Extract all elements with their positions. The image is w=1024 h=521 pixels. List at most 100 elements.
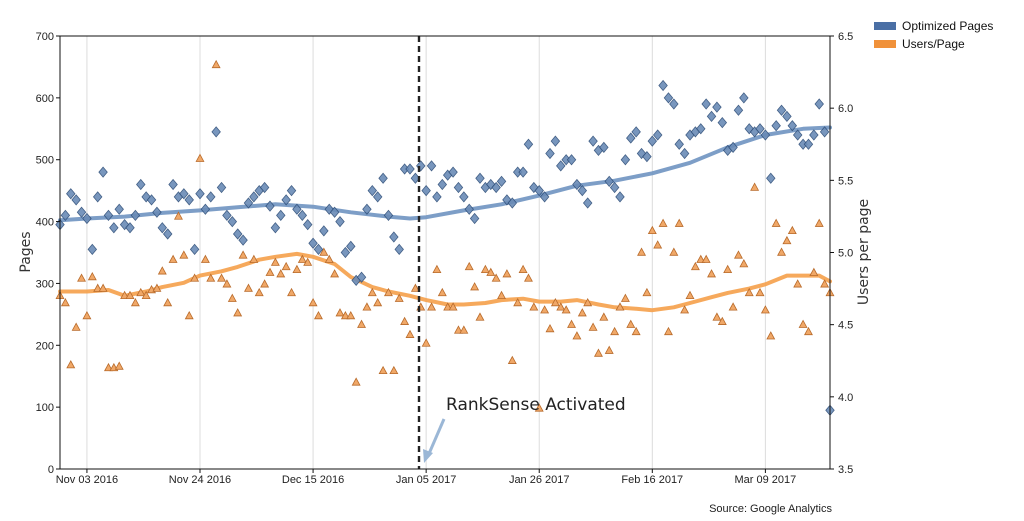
users-per-page-point xyxy=(130,297,140,307)
optimized-pages-point xyxy=(609,181,620,194)
optimized-pages-point xyxy=(103,209,114,222)
optimized-pages-point xyxy=(362,203,372,215)
optimized-pages-point xyxy=(92,191,103,203)
optimized-pages-point xyxy=(157,222,168,234)
optimized-pages-point xyxy=(453,181,464,194)
users-per-page-point xyxy=(71,322,81,331)
users-per-page-point xyxy=(410,283,420,292)
optimized-pages-point xyxy=(243,197,254,209)
optimized-pages-point xyxy=(130,209,141,222)
users-per-page-point xyxy=(319,247,329,256)
users-per-page-point xyxy=(437,287,447,297)
optimized-pages-point xyxy=(626,132,636,144)
users-per-page-point xyxy=(227,293,237,302)
optimized-pages-point xyxy=(663,92,674,104)
users-per-page-point xyxy=(206,273,216,282)
users-per-page-point xyxy=(270,257,280,266)
users-per-page-point xyxy=(357,319,367,328)
legend-swatch-users-page xyxy=(874,40,896,48)
gridlines xyxy=(86,36,766,469)
left-axis-ticks: 0 100 200 300 400 500 600 700 xyxy=(36,31,60,476)
users-per-page-point xyxy=(340,310,350,320)
users-per-page-point xyxy=(217,273,227,282)
y-right-tick-label: 6.5 xyxy=(838,31,853,43)
source-note: Source: Google Analytics xyxy=(709,503,832,515)
users-per-page-point xyxy=(701,254,711,263)
optimized-pages-point xyxy=(394,243,404,256)
y-axis-left-title: Pages xyxy=(18,231,34,272)
optimized-pages-point xyxy=(437,178,448,191)
users-per-page-point xyxy=(184,310,194,320)
optimized-pages-point xyxy=(782,110,792,123)
x-tick-label: Jan 26 2017 xyxy=(509,474,570,486)
users-per-page-point xyxy=(626,319,636,328)
users-per-page-point xyxy=(771,218,781,227)
optimized-pages-point xyxy=(335,215,345,228)
y-right-tick-label: 3.5 xyxy=(838,464,853,476)
optimized-pages-point xyxy=(615,191,625,203)
users-per-page-point xyxy=(690,261,700,271)
users-per-page-point xyxy=(680,305,690,314)
users-per-page-point xyxy=(760,305,770,314)
users-per-page-point xyxy=(588,322,598,331)
users-per-page-point xyxy=(405,329,415,338)
users-per-page-point xyxy=(593,348,603,357)
users-per-page-point xyxy=(157,266,167,275)
users-per-page-point xyxy=(723,264,733,274)
users-per-page-point xyxy=(346,310,356,320)
y-left-tick-label: 300 xyxy=(36,278,54,290)
users-per-page-point xyxy=(190,273,200,282)
optimized-pages-point xyxy=(539,191,550,203)
y-left-tick-label: 600 xyxy=(36,93,54,105)
users-per-page-point xyxy=(733,250,743,259)
users-per-page-point xyxy=(378,365,388,375)
optimized-pages-point xyxy=(701,98,711,110)
users-per-page-point xyxy=(556,302,566,311)
trend-line-optimized-pages xyxy=(58,125,832,223)
optimized-pages-point xyxy=(706,110,717,123)
users-per-page-point xyxy=(195,153,205,162)
optimized-pages-point xyxy=(545,147,555,160)
optimized-pages-point xyxy=(566,154,577,166)
users-per-page-point xyxy=(615,302,625,311)
users-per-page-point xyxy=(394,293,404,302)
optimized-pages-point xyxy=(136,178,146,191)
optimized-pages-point xyxy=(631,126,641,138)
users-per-page-point xyxy=(820,279,830,288)
users-per-page-point xyxy=(550,297,560,307)
x-tick-label: Nov 24 2016 xyxy=(169,474,231,486)
users-per-page-point xyxy=(313,310,323,320)
optimized-pages-point xyxy=(211,126,221,138)
optimized-pages-point xyxy=(308,237,318,249)
users-per-page-point xyxy=(803,326,813,336)
y-right-tick-label: 6.0 xyxy=(838,103,853,115)
legend-label-users-page: Users/Page xyxy=(902,37,965,51)
optimized-pages-point xyxy=(599,141,609,153)
optimized-pages-point xyxy=(66,188,76,200)
optimized-pages-point xyxy=(184,194,194,206)
optimized-pages-point xyxy=(189,243,200,256)
optimized-pages-point xyxy=(766,172,776,184)
optimized-pages-point xyxy=(814,98,824,110)
x-axis-ticks: Nov 03 2016 Nov 24 2016 Dec 15 2016 Jan 05 … xyxy=(56,469,796,486)
optimized-pages-point xyxy=(819,126,830,138)
users-per-page-point xyxy=(66,360,76,369)
optimized-pages-point xyxy=(71,194,81,206)
annotation: RankSense Activated xyxy=(423,395,626,463)
users-per-page-point xyxy=(491,273,501,282)
optimized-pages-point xyxy=(421,185,431,197)
optimized-pages-point xyxy=(238,234,248,246)
users-per-page-point xyxy=(238,250,248,259)
annotation-label: RankSense Activated xyxy=(446,395,626,415)
users-per-page-point xyxy=(303,257,313,266)
users-per-page-point xyxy=(103,362,113,372)
users-per-page-point xyxy=(98,283,108,292)
users-per-page-point xyxy=(351,377,361,386)
users-per-page-point xyxy=(400,316,410,325)
users-per-page-point xyxy=(93,283,103,292)
y-left-tick-label: 400 xyxy=(36,217,54,229)
users-per-page-point xyxy=(87,271,97,281)
optimized-pages-markers xyxy=(55,79,835,416)
users-per-page-point xyxy=(114,361,124,370)
users-per-page-point xyxy=(330,269,340,278)
